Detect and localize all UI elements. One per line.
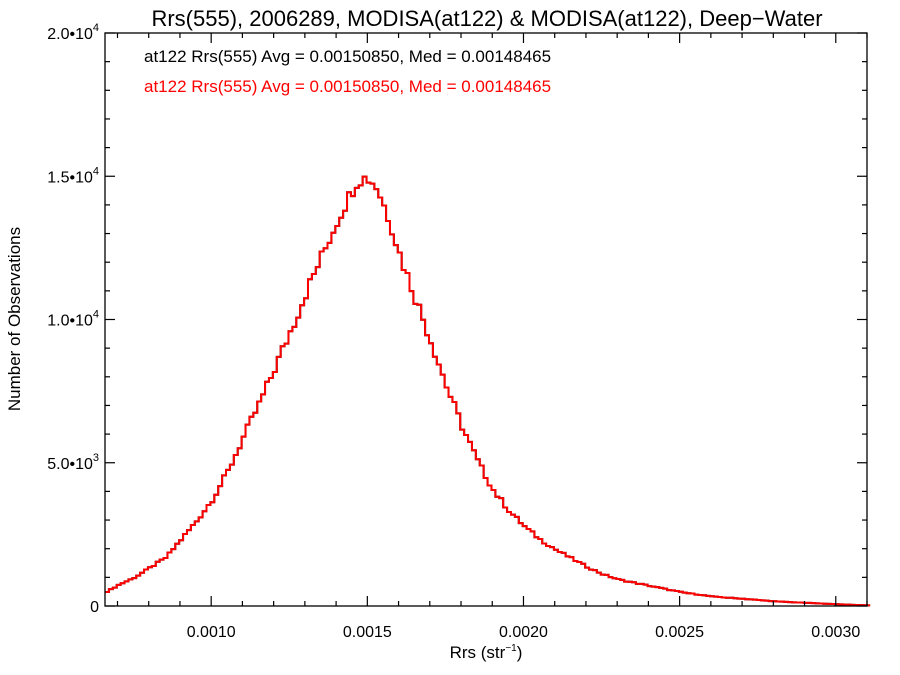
annotation-series-1: at122 Rrs(555) Avg = 0.00150850, Med = 0… xyxy=(144,47,551,66)
x-tick-label: 0.0030 xyxy=(811,624,860,641)
y-tick-label-exponent: 3 xyxy=(93,452,99,464)
y-tick-label: 0 xyxy=(90,599,99,616)
y-tick-label-exponent: 4 xyxy=(93,309,99,321)
x-axis-label: Rrs (str−1) xyxy=(450,643,523,662)
series-line-2 xyxy=(105,175,871,607)
x-tick-label: 0.0025 xyxy=(655,624,704,641)
y-tick-label-base: 0 xyxy=(90,599,99,616)
annotation-series-2: at122 Rrs(555) Avg = 0.00150850, Med = 0… xyxy=(144,77,551,96)
y-tick-label-base: 5.0•10 xyxy=(47,456,93,473)
x-axis-label-close: ) xyxy=(517,643,523,662)
y-tick-label: 1.0•104 xyxy=(47,309,99,330)
y-tick-label-exponent: 4 xyxy=(93,22,99,34)
y-tick-label: 2.0•104 xyxy=(47,22,99,43)
y-tick-label: 1.5•104 xyxy=(47,165,99,186)
x-axis-label-sup: −1 xyxy=(505,643,517,654)
series-layer xyxy=(105,175,871,607)
y-tick-label-base: 1.0•10 xyxy=(47,313,93,330)
x-tick-label: 0.0010 xyxy=(187,624,236,641)
x-tick-label: 0.0015 xyxy=(343,624,392,641)
ticks-layer: 0.0010 0.0015 0.0020 0.0025 0.0030 0 5.0•103 1.… xyxy=(47,22,868,641)
y-axis-label: Number of Observations xyxy=(5,227,24,411)
x-tick-label: 0.0020 xyxy=(499,624,548,641)
y-tick-label-exponent: 4 xyxy=(93,165,99,177)
y-tick-label: 5.0•103 xyxy=(47,452,99,473)
x-axis-label-base: Rrs (str xyxy=(450,643,506,662)
y-tick-label-base: 1.5•10 xyxy=(47,169,93,186)
chart-title: Rrs(555), 2006289, MODISA(at122) & MODIS… xyxy=(151,6,822,31)
y-tick-label-base: 2.0•10 xyxy=(47,26,93,43)
